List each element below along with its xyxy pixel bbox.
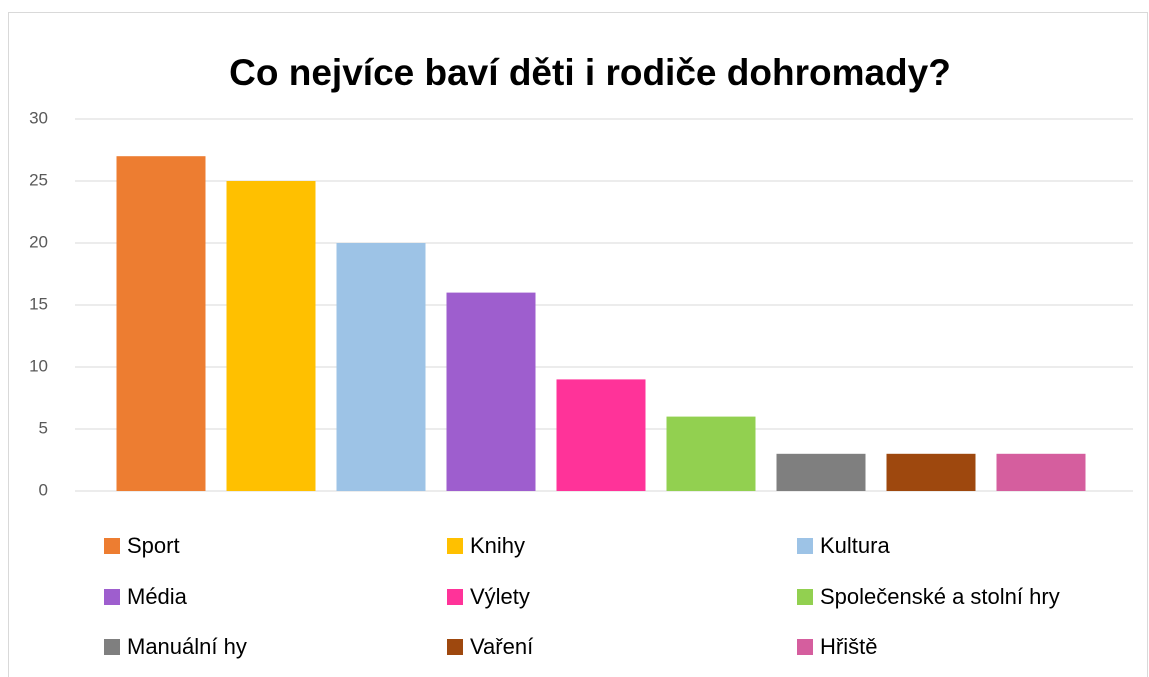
bar (336, 243, 426, 491)
y-tick-label: 20 (29, 232, 48, 251)
legend-label: Hřiště (820, 634, 877, 659)
chart-title: Co nejvíce baví děti i rodiče dohromady? (229, 52, 951, 93)
bar (226, 181, 316, 491)
legend-label: Knihy (470, 533, 525, 558)
legend-swatch (447, 589, 463, 605)
legend-label: Manuální hy (127, 634, 247, 659)
legend-label: Sport (127, 533, 180, 558)
legend-label: Výlety (470, 584, 530, 609)
legend-label: Vaření (470, 634, 533, 659)
y-tick-label: 15 (29, 294, 48, 313)
bar (886, 453, 976, 491)
legend-swatch (104, 589, 120, 605)
legend-swatch (797, 589, 813, 605)
legend-label: Společenské a stolní hry (820, 584, 1060, 609)
legend-swatch (104, 538, 120, 554)
bar (116, 156, 206, 491)
bar (666, 416, 756, 491)
legend-swatch (447, 538, 463, 554)
legend-label: Kultura (820, 533, 890, 558)
y-tick-label: 25 (29, 170, 48, 189)
y-tick-label: 10 (29, 356, 48, 375)
bar (996, 453, 1086, 491)
bar (776, 453, 866, 491)
legend-label: Média (127, 584, 188, 609)
y-tick-label: 5 (39, 418, 48, 437)
legend-swatch (797, 639, 813, 655)
y-tick-label: 30 (29, 108, 48, 127)
legend-swatch (797, 538, 813, 554)
legend-swatch (104, 639, 120, 655)
legend-swatch (447, 639, 463, 655)
bar (446, 292, 536, 491)
y-tick-label: 0 (39, 480, 48, 499)
bar (556, 379, 646, 491)
